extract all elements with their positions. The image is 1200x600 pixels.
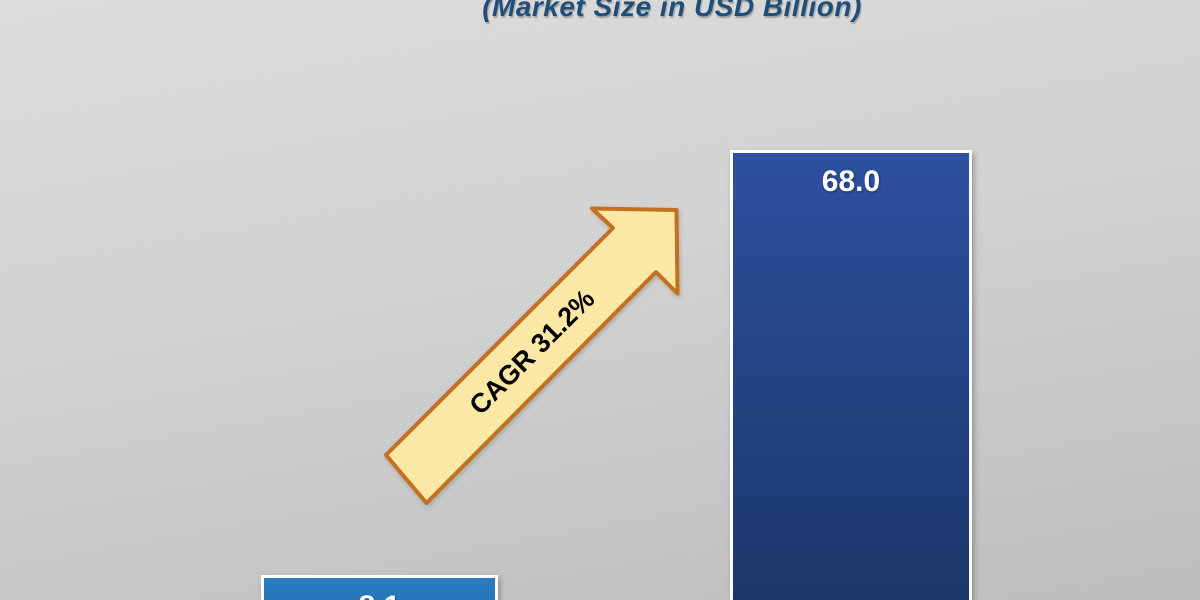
chart-title: (Market Size in USD Billion) — [482, 0, 862, 22]
end-bar-value-label: 68.0 — [821, 165, 881, 198]
end-bar: 68.0 — [730, 150, 972, 600]
start-bar: 8.1 — [261, 575, 498, 600]
start-bar-value-label: 8.1 — [264, 578, 495, 600]
